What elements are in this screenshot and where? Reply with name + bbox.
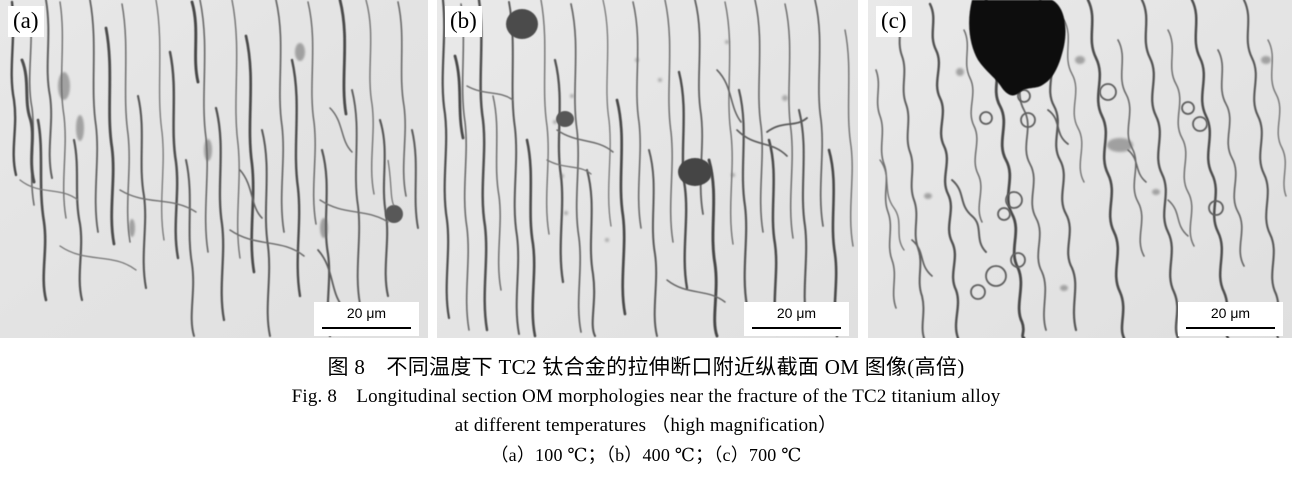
scale-bar-line-c <box>1186 327 1275 329</box>
scale-bar-label-a: 20 μm <box>346 305 387 321</box>
micrograph-panel-a[interactable]: (a) 20 μm <box>0 0 428 338</box>
scale-bar-line-b <box>752 327 841 329</box>
micrograph-panel-b[interactable]: (b) 20 μm <box>437 0 858 338</box>
scale-bar-label-b: 20 μm <box>776 305 817 321</box>
micrograph-image-a <box>0 0 428 338</box>
micrograph-image-c <box>868 0 1292 338</box>
panel-label-b: (b) <box>445 6 482 37</box>
caption-english-line-1: Fig. 8 Longitudinal section OM morpholog… <box>291 386 1001 407</box>
figure-caption: 图 8 不同温度下 TC2 钛合金的拉伸断口附近纵截面 OM 图像(高倍) Fi… <box>0 352 1292 470</box>
scale-bar-label-c: 20 μm <box>1210 305 1251 321</box>
scale-bar-c: 20 μm <box>1178 302 1283 336</box>
panel-label-c: (c) <box>876 6 912 37</box>
panel-label-a: (a) <box>8 6 44 37</box>
caption-english-line-2: at different temperatures （high magnific… <box>454 415 838 436</box>
caption-chinese: 图 8 不同温度下 TC2 钛合金的拉伸断口附近纵截面 OM 图像(高倍) <box>327 355 965 379</box>
micrograph-panel-c[interactable]: (c) 20 μm <box>868 0 1292 338</box>
caption-conditions: （a）100 ℃；（b）400 ℃；（c）700 ℃ <box>490 445 802 465</box>
micrograph-row: (a) 20 μm <box>0 0 1292 338</box>
micrograph-image-b <box>437 0 858 338</box>
scale-bar-b: 20 μm <box>744 302 849 336</box>
scale-bar-line-a <box>322 327 411 329</box>
scale-bar-a: 20 μm <box>314 302 419 336</box>
